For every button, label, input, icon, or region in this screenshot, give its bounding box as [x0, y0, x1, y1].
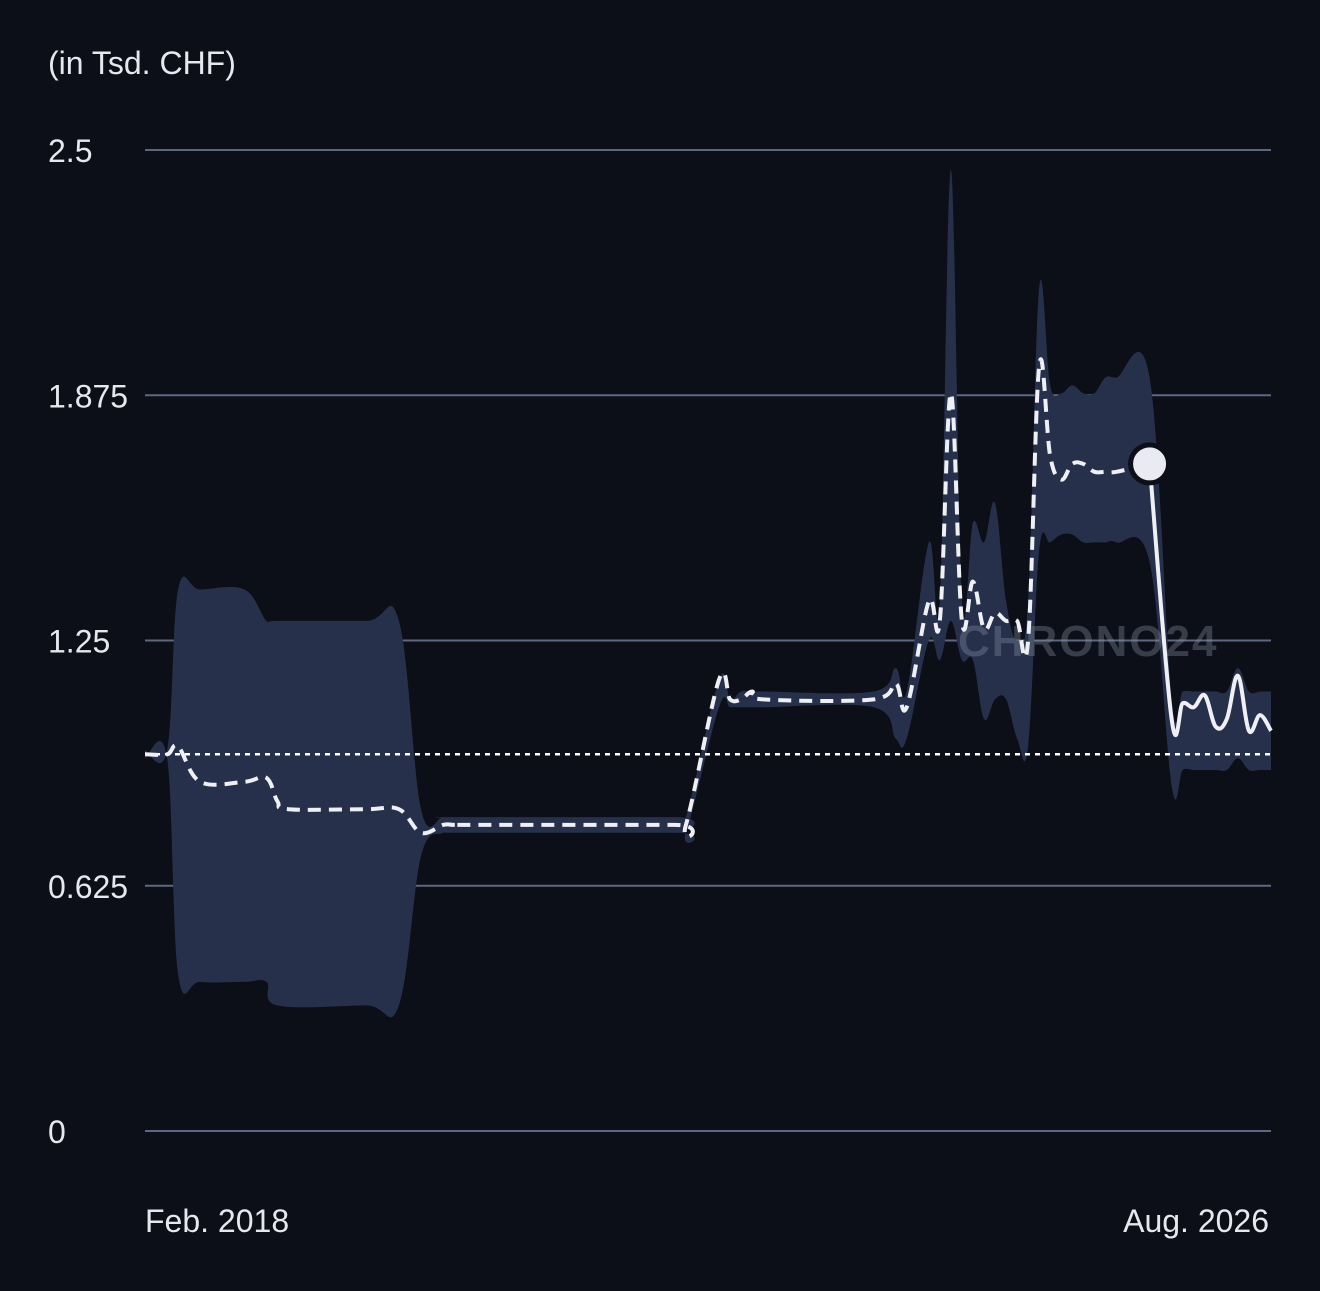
y-tick-label: 0.625 [48, 869, 128, 905]
x-tick-label: Feb. 2018 [145, 1203, 289, 1239]
series-line-dashed [144, 357, 1151, 839]
price-series [144, 357, 1273, 839]
price-range-band [145, 169, 1271, 1018]
x-tick-labels: Feb. 2018 Aug. 2026 [145, 1203, 1269, 1239]
y-tick-label: 2.5 [48, 133, 92, 169]
y-tick-label: 1.25 [48, 624, 110, 660]
series-line-solid [1147, 463, 1273, 738]
x-tick-label: Aug. 2026 [1123, 1203, 1269, 1239]
y-unit-label: (in Tsd. CHF) [48, 45, 236, 81]
watermark: CHRONO24 [958, 617, 1219, 666]
y-tick-label: 1.875 [48, 378, 128, 414]
y-tick-labels: 2.5 1.875 1.25 0.625 0 [48, 133, 128, 1150]
current-price-marker[interactable] [1128, 442, 1172, 486]
y-tick-label: 0 [48, 1114, 66, 1150]
